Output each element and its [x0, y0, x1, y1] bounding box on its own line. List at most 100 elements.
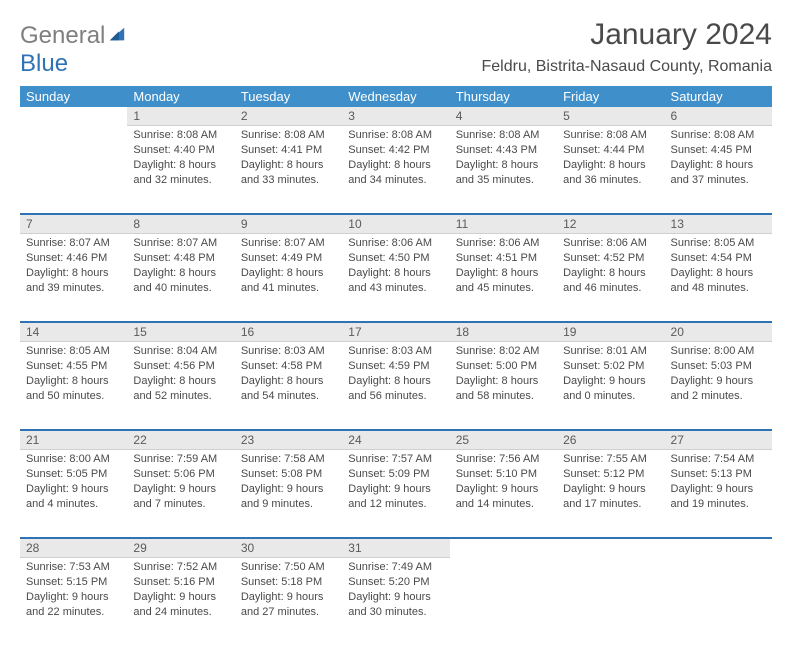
week-body-row: Sunrise: 8:08 AMSunset: 4:40 PMDaylight:…	[20, 126, 772, 214]
day-sunset: Sunset: 4:58 PM	[241, 359, 336, 374]
day-number: 23	[235, 431, 342, 450]
day-daylight1: Daylight: 9 hours	[671, 482, 766, 497]
day-cell: Sunrise: 7:49 AMSunset: 5:20 PMDaylight:…	[342, 558, 449, 623]
day-number: 5	[557, 107, 664, 126]
day-daylight1: Daylight: 8 hours	[456, 158, 551, 173]
day-sunrise: Sunrise: 8:06 AM	[456, 236, 551, 251]
day-sunrise: Sunrise: 7:50 AM	[241, 560, 336, 575]
day-daylight2: and 32 minutes.	[133, 173, 228, 188]
logo-sail-icon	[108, 26, 126, 44]
day-sunset: Sunset: 5:06 PM	[133, 467, 228, 482]
day-cell: Sunrise: 8:00 AMSunset: 5:03 PMDaylight:…	[665, 342, 772, 407]
week-body-row: Sunrise: 7:53 AMSunset: 5:15 PMDaylight:…	[20, 558, 772, 646]
day-number: 25	[450, 431, 557, 450]
day-sunset: Sunset: 5:10 PM	[456, 467, 551, 482]
day-sunrise: Sunrise: 8:08 AM	[348, 128, 443, 143]
day-cell: Sunrise: 7:57 AMSunset: 5:09 PMDaylight:…	[342, 450, 449, 515]
day-sunrise: Sunrise: 7:53 AM	[26, 560, 121, 575]
day-number: 10	[342, 215, 449, 234]
logo: General Blue	[20, 22, 126, 78]
day-number: 19	[557, 323, 664, 342]
day-sunset: Sunset: 5:02 PM	[563, 359, 658, 374]
day-number: 6	[665, 107, 772, 126]
day-sunrise: Sunrise: 8:08 AM	[456, 128, 551, 143]
day-sunrise: Sunrise: 7:56 AM	[456, 452, 551, 467]
day-number	[665, 539, 772, 543]
day-daylight1: Daylight: 9 hours	[563, 482, 658, 497]
day-number: 15	[127, 323, 234, 342]
day-daylight2: and 45 minutes.	[456, 281, 551, 296]
day-number: 3	[342, 107, 449, 126]
day-sunrise: Sunrise: 8:08 AM	[241, 128, 336, 143]
day-number: 28	[20, 539, 127, 558]
day-sunset: Sunset: 5:20 PM	[348, 575, 443, 590]
day-daylight1: Daylight: 9 hours	[348, 590, 443, 605]
day-cell: Sunrise: 8:06 AMSunset: 4:52 PMDaylight:…	[557, 234, 664, 299]
day-number: 11	[450, 215, 557, 234]
day-number: 30	[235, 539, 342, 558]
day-number: 14	[20, 323, 127, 342]
day-daylight1: Daylight: 9 hours	[348, 482, 443, 497]
day-number: 7	[20, 215, 127, 234]
day-daylight1: Daylight: 8 hours	[241, 374, 336, 389]
day-sunrise: Sunrise: 7:52 AM	[133, 560, 228, 575]
col-monday: Monday	[127, 86, 234, 107]
day-sunset: Sunset: 4:52 PM	[563, 251, 658, 266]
day-daylight2: and 41 minutes.	[241, 281, 336, 296]
day-daylight1: Daylight: 8 hours	[671, 158, 766, 173]
day-sunrise: Sunrise: 7:54 AM	[671, 452, 766, 467]
day-sunset: Sunset: 4:54 PM	[671, 251, 766, 266]
location-label: Feldru, Bistrita-Nasaud County, Romania	[482, 58, 773, 76]
day-sunrise: Sunrise: 8:07 AM	[133, 236, 228, 251]
day-daylight2: and 14 minutes.	[456, 497, 551, 512]
day-number: 17	[342, 323, 449, 342]
day-cell: Sunrise: 8:05 AMSunset: 4:54 PMDaylight:…	[665, 234, 772, 299]
day-daylight1: Daylight: 8 hours	[26, 374, 121, 389]
day-daylight1: Daylight: 8 hours	[133, 266, 228, 281]
day-sunrise: Sunrise: 8:00 AM	[26, 452, 121, 467]
day-sunrise: Sunrise: 7:57 AM	[348, 452, 443, 467]
day-daylight2: and 35 minutes.	[456, 173, 551, 188]
day-cell: Sunrise: 8:08 AMSunset: 4:45 PMDaylight:…	[665, 126, 772, 191]
day-number	[20, 107, 127, 111]
calendar-table: Sunday Monday Tuesday Wednesday Thursday…	[20, 86, 772, 646]
day-sunset: Sunset: 4:51 PM	[456, 251, 551, 266]
col-friday: Friday	[557, 86, 664, 107]
day-sunset: Sunset: 4:45 PM	[671, 143, 766, 158]
col-wednesday: Wednesday	[342, 86, 449, 107]
day-number: 1	[127, 107, 234, 126]
day-sunrise: Sunrise: 8:07 AM	[241, 236, 336, 251]
week-daynum-row: 14151617181920	[20, 323, 772, 342]
day-daylight2: and 33 minutes.	[241, 173, 336, 188]
day-cell: Sunrise: 7:53 AMSunset: 5:15 PMDaylight:…	[20, 558, 127, 623]
col-tuesday: Tuesday	[235, 86, 342, 107]
day-daylight2: and 52 minutes.	[133, 389, 228, 404]
day-daylight1: Daylight: 9 hours	[563, 374, 658, 389]
day-sunrise: Sunrise: 8:04 AM	[133, 344, 228, 359]
day-daylight2: and 58 minutes.	[456, 389, 551, 404]
day-daylight2: and 34 minutes.	[348, 173, 443, 188]
day-daylight1: Daylight: 9 hours	[133, 590, 228, 605]
day-daylight1: Daylight: 8 hours	[456, 374, 551, 389]
day-cell: Sunrise: 8:06 AMSunset: 4:50 PMDaylight:…	[342, 234, 449, 299]
day-cell: Sunrise: 8:08 AMSunset: 4:41 PMDaylight:…	[235, 126, 342, 191]
day-sunset: Sunset: 5:00 PM	[456, 359, 551, 374]
month-title: January 2024	[482, 18, 773, 52]
day-sunrise: Sunrise: 7:58 AM	[241, 452, 336, 467]
logo-word-2: Blue	[20, 50, 68, 77]
day-sunset: Sunset: 4:41 PM	[241, 143, 336, 158]
day-daylight1: Daylight: 8 hours	[241, 266, 336, 281]
day-daylight2: and 48 minutes.	[671, 281, 766, 296]
week-body-row: Sunrise: 8:05 AMSunset: 4:55 PMDaylight:…	[20, 342, 772, 430]
day-number: 8	[127, 215, 234, 234]
logo-word-1: General	[20, 22, 105, 49]
day-daylight2: and 4 minutes.	[26, 497, 121, 512]
title-block: January 2024 Feldru, Bistrita-Nasaud Cou…	[482, 18, 773, 76]
week-daynum-row: 123456	[20, 107, 772, 126]
day-number: 2	[235, 107, 342, 126]
day-sunrise: Sunrise: 8:03 AM	[241, 344, 336, 359]
col-sunday: Sunday	[20, 86, 127, 107]
day-cell: Sunrise: 8:07 AMSunset: 4:48 PMDaylight:…	[127, 234, 234, 299]
day-cell: Sunrise: 8:06 AMSunset: 4:51 PMDaylight:…	[450, 234, 557, 299]
day-sunrise: Sunrise: 8:08 AM	[671, 128, 766, 143]
